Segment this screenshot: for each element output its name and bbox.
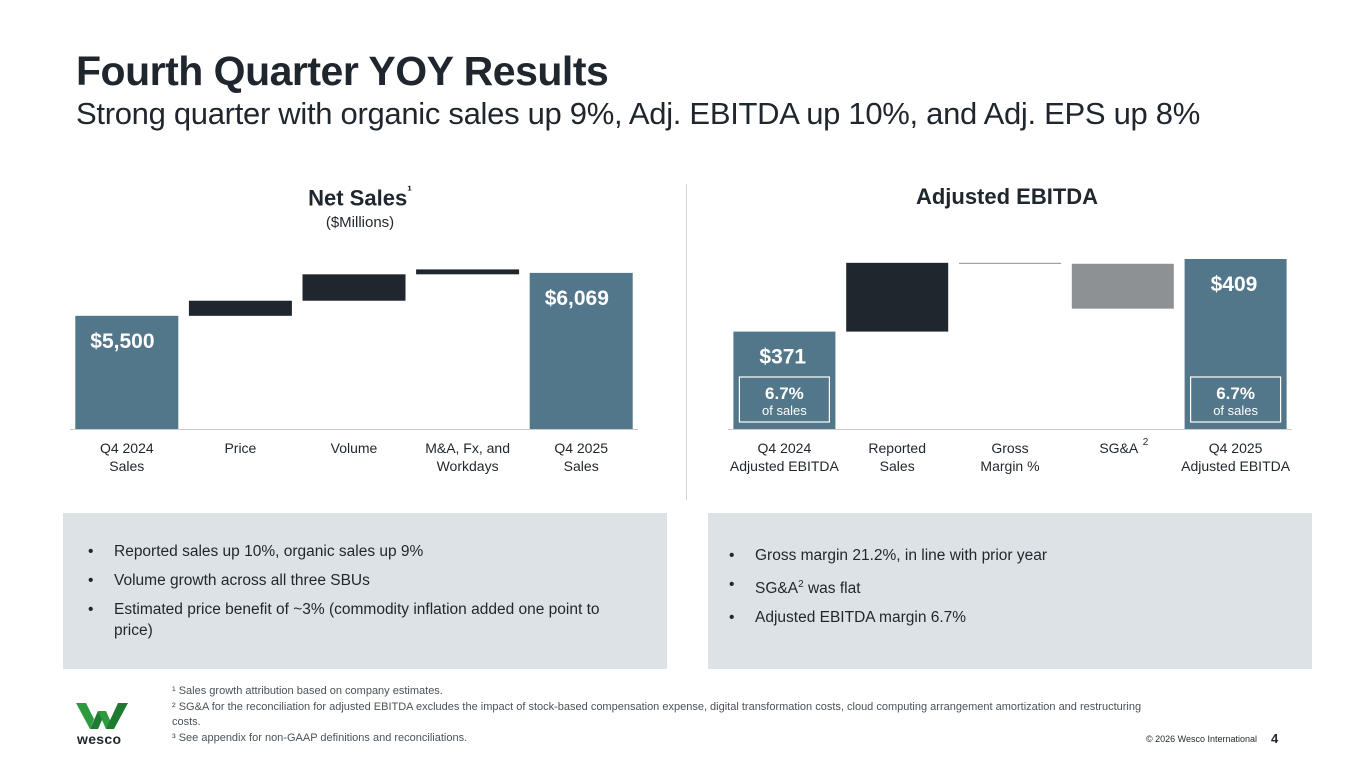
footnote-2: ² SG&A for the reconciliation for adjust… <box>172 700 1142 729</box>
net-sales-title-sup: ¹ <box>407 182 412 198</box>
right-bullet-2-pre: SG&A <box>755 580 799 598</box>
bullet-dot: • <box>729 576 735 593</box>
bar-5-margin-box <box>1190 376 1282 423</box>
bullet-dot: • <box>729 609 735 627</box>
category-label-2-line-1: Price <box>224 440 256 456</box>
left-bullet-1: • Reported sales up 10%, organic sales up… <box>88 541 631 562</box>
chart-divider <box>686 184 687 500</box>
bullet-dot: • <box>88 543 94 560</box>
bar-1 <box>733 331 836 429</box>
page-number: 4 <box>1271 731 1279 746</box>
copyright: © 2026 Wesco International <box>1146 734 1258 744</box>
category-label-3-line-1: Gross <box>991 440 1028 456</box>
bar-1-margin-value: 6.7% <box>765 384 804 403</box>
net-sales-chart-units: ($Millions) <box>325 214 395 231</box>
category-label-4: SG&A <box>1099 440 1139 456</box>
bar-5 <box>529 272 633 429</box>
right-bullet-3-text: Adjusted EBITDA margin 6.7% <box>755 609 967 627</box>
category-label-1-line-2: Sales <box>109 458 144 474</box>
bar-2 <box>846 262 949 332</box>
right-bullet-2: • SG&A2 was flat <box>729 574 1276 599</box>
left-bullet-3: • Estimated price benefit of ~3% (commodi… <box>88 599 631 641</box>
category-label-4-line-2: Workdays <box>437 458 499 474</box>
category-label-2-line-2: Sales <box>880 458 915 474</box>
net-sales-title-text: Net Sales <box>308 185 408 211</box>
footnote-1: ¹ Sales growth attribution based on comp… <box>172 685 443 697</box>
net-sales-chart: $5,500 Q4 2024 Sales Price Volume M&A, Fx, an… <box>70 269 638 474</box>
category-label-5-line-2: Adjusted EBITDA <box>1181 458 1291 474</box>
category-label-5-line-1: Q4 2025 <box>554 440 608 456</box>
right-bullet-2-post: was flat <box>803 580 861 598</box>
category-label-1-line-2: Adjusted EBITDA <box>730 458 840 474</box>
left-bullet-3-text: Estimated price benefit of ~3% (commodit… <box>114 601 600 639</box>
bar-1 <box>75 315 179 429</box>
right-bullet-3: • Adjusted EBITDA margin 6.7% <box>729 607 1276 628</box>
bar-5-value-label: $6,069 <box>545 287 609 310</box>
category-label-4-line-1: M&A, Fx, and <box>425 440 510 456</box>
bar-4 <box>416 269 520 275</box>
wesco-logo-text: wesco <box>77 731 122 747</box>
right-bullet-1-text: Gross margin 21.2%, in line with prior y… <box>755 547 1048 564</box>
category-label-5-line-2: Sales <box>564 458 599 474</box>
bar-3 <box>302 274 406 301</box>
net-sales-commentary-box: • Reported sales up 10%, organic sales up… <box>63 513 667 669</box>
bar-4 <box>1071 263 1174 309</box>
net-sales-chart-title: Net Sales¹ <box>260 182 460 211</box>
category-label-4-sup: 2 <box>1143 437 1149 448</box>
page-subtitle: Strong quarter with organic sales up 9%,… <box>76 96 1200 131</box>
bullet-dot: • <box>729 547 735 564</box>
left-bullet-2-text: Volume growth across all three SBUs <box>114 572 370 589</box>
footnote-3: ³ See appendix for non-GAAP definitions … <box>172 731 468 744</box>
ebitda-chart-title: Adjusted EBITDA <box>915 184 1099 209</box>
category-label-3-line-2: Margin % <box>980 458 1039 474</box>
page-title: Fourth Quarter YOY Results <box>76 48 609 94</box>
left-bullet-2: • Volume growth across all three SBUs <box>88 570 631 591</box>
left-bullet-1-text: Reported sales up 10%, organic sales up … <box>114 543 424 560</box>
category-label-2-line-1: Reported <box>868 440 926 456</box>
bar-1-value-label: $5,500 <box>90 330 154 353</box>
bar-1-value-label: $371 <box>759 346 806 369</box>
ebitda-commentary-box: • Gross margin 21.2%, in line with prior … <box>708 513 1312 669</box>
bar-2 <box>188 300 292 316</box>
right-bullet-1: • Gross margin 21.2%, in line with prior … <box>729 545 1276 566</box>
wesco-logo-icon <box>76 703 128 729</box>
bar-1-margin-label: of sales <box>762 403 807 418</box>
category-label-3-line-1: Volume <box>331 440 378 456</box>
bar-5 <box>1184 259 1287 429</box>
bar-5-value-label: $409 <box>1211 273 1258 296</box>
category-label-5-line-1: Q4 2025 <box>1209 440 1263 456</box>
category-label-1-line-1: Q4 2024 <box>758 440 812 456</box>
bar-5-margin-value: 6.7% <box>1216 384 1255 403</box>
footnotes: ¹ Sales growth attribution based on comp… <box>172 684 1172 746</box>
bar-5-margin-label: of sales <box>1213 403 1258 418</box>
bar-1-margin-box <box>738 376 830 423</box>
bullet-dot: • <box>88 572 94 589</box>
right-bullet-2-sup: 2 <box>798 579 804 590</box>
bullet-dot: • <box>88 601 94 618</box>
category-label-1-line-1: Q4 2024 <box>100 440 154 456</box>
bar-3 <box>959 262 1061 264</box>
